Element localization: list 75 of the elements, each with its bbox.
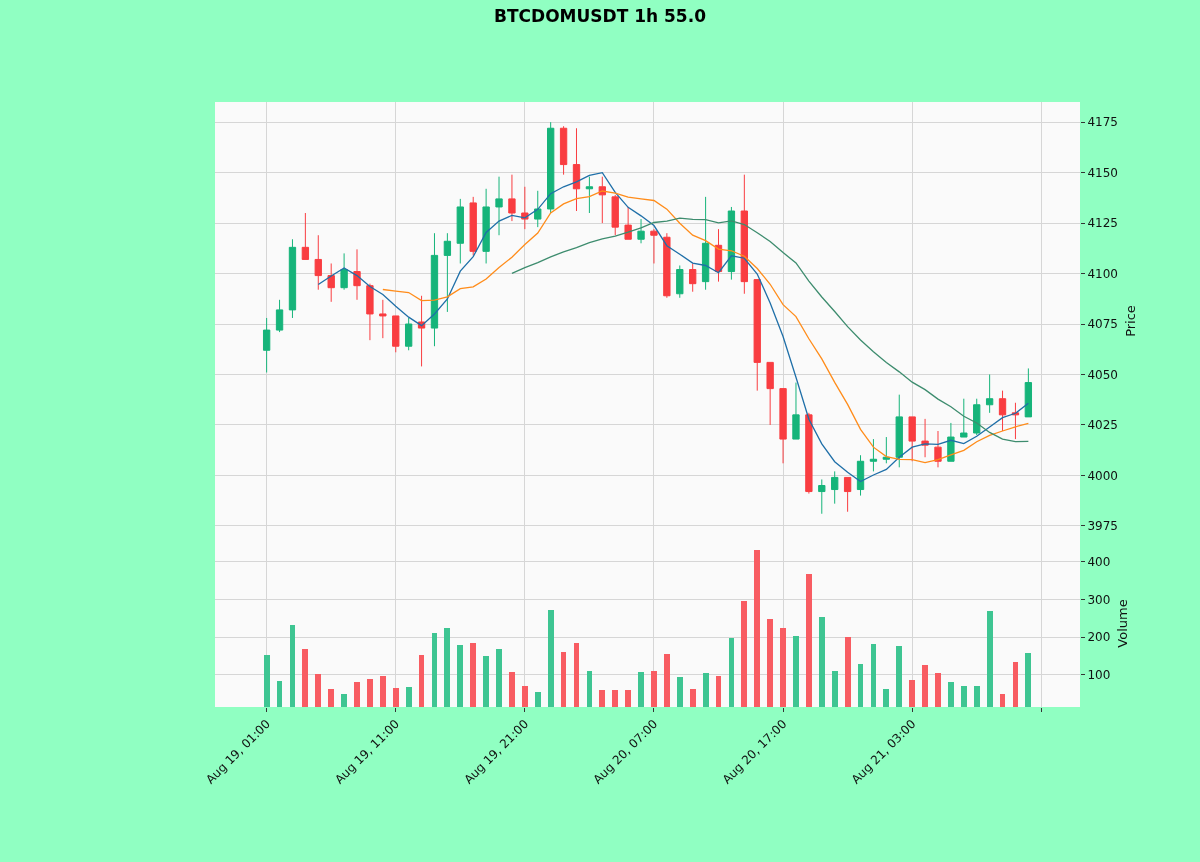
y-tick-label: 3975 <box>1087 519 1118 534</box>
candlestick <box>882 436 891 464</box>
candlestick <box>792 382 800 440</box>
y-tick-label: 300 <box>1087 592 1111 607</box>
candlestick <box>547 121 555 214</box>
candlestick <box>908 416 916 462</box>
candlestick <box>856 454 865 497</box>
candlestick <box>379 299 387 339</box>
candlestick <box>650 228 658 264</box>
y-tick-label: 4175 <box>1087 115 1118 130</box>
candlestick <box>843 476 852 513</box>
y-tick-label: 200 <box>1087 630 1111 645</box>
candlestick <box>818 478 826 515</box>
y-tick-label: 4150 <box>1087 165 1118 180</box>
candlestick <box>585 176 594 214</box>
candlestick <box>779 388 787 464</box>
candlestick <box>366 283 374 341</box>
candlestick <box>611 194 619 236</box>
candlestick <box>301 212 310 260</box>
candlestick <box>895 394 903 468</box>
candlestick <box>327 262 335 303</box>
candlestick <box>805 412 813 495</box>
candlestick <box>663 232 671 299</box>
candlestick <box>934 430 942 468</box>
candlestick <box>1024 367 1033 418</box>
candlestick <box>353 248 361 301</box>
candlestick <box>430 232 439 347</box>
candlestick <box>288 238 297 319</box>
candlestick <box>314 234 322 291</box>
candlestick <box>676 264 684 299</box>
candlestick <box>392 315 400 353</box>
candlestick <box>960 398 968 438</box>
candlestick <box>262 317 271 373</box>
candlestick <box>482 188 490 264</box>
candlestick <box>456 198 464 264</box>
line-series <box>511 217 1030 443</box>
y-tick-label: 4100 <box>1087 266 1118 281</box>
y-axis-title: Volume <box>1114 599 1130 648</box>
candlestick <box>598 176 606 224</box>
y-tick-label: 4050 <box>1087 367 1118 382</box>
candlestick <box>985 373 994 414</box>
chart-title: BTCDOMUSDT 1h 55.0 <box>494 5 707 26</box>
line-series <box>382 190 1030 464</box>
candlestick <box>534 190 542 228</box>
y-tick-label: 100 <box>1087 668 1111 683</box>
y-tick-label: 4075 <box>1087 317 1118 332</box>
candlestick <box>572 127 581 212</box>
candlestick <box>753 279 761 392</box>
candlestick <box>559 125 568 176</box>
y-axis-title: Price <box>1122 305 1138 337</box>
y-tick-label: 400 <box>1087 555 1111 570</box>
y-tick-label: 4125 <box>1087 216 1118 231</box>
line-series <box>317 172 1030 483</box>
candlestick <box>689 262 697 293</box>
candlestick <box>404 317 413 351</box>
candlestick <box>869 438 878 472</box>
candlestick <box>637 218 645 244</box>
candlestick <box>740 174 748 295</box>
candlestick <box>340 252 348 291</box>
candlestick <box>998 390 1007 432</box>
candlestick <box>275 299 284 333</box>
candlestick <box>1011 402 1020 440</box>
candlestick <box>701 196 710 291</box>
candlestick <box>495 176 503 236</box>
y-tick-label: 4000 <box>1087 468 1118 483</box>
candlestick <box>727 206 736 281</box>
candlestick <box>508 174 516 222</box>
candlestick <box>624 206 632 240</box>
candlestick <box>973 398 981 436</box>
candlestick <box>714 228 723 283</box>
candlestick <box>766 361 774 426</box>
candlestick <box>443 232 452 313</box>
y-tick-label: 4025 <box>1087 418 1118 433</box>
candlestick <box>831 470 839 505</box>
candlestick <box>469 196 477 256</box>
